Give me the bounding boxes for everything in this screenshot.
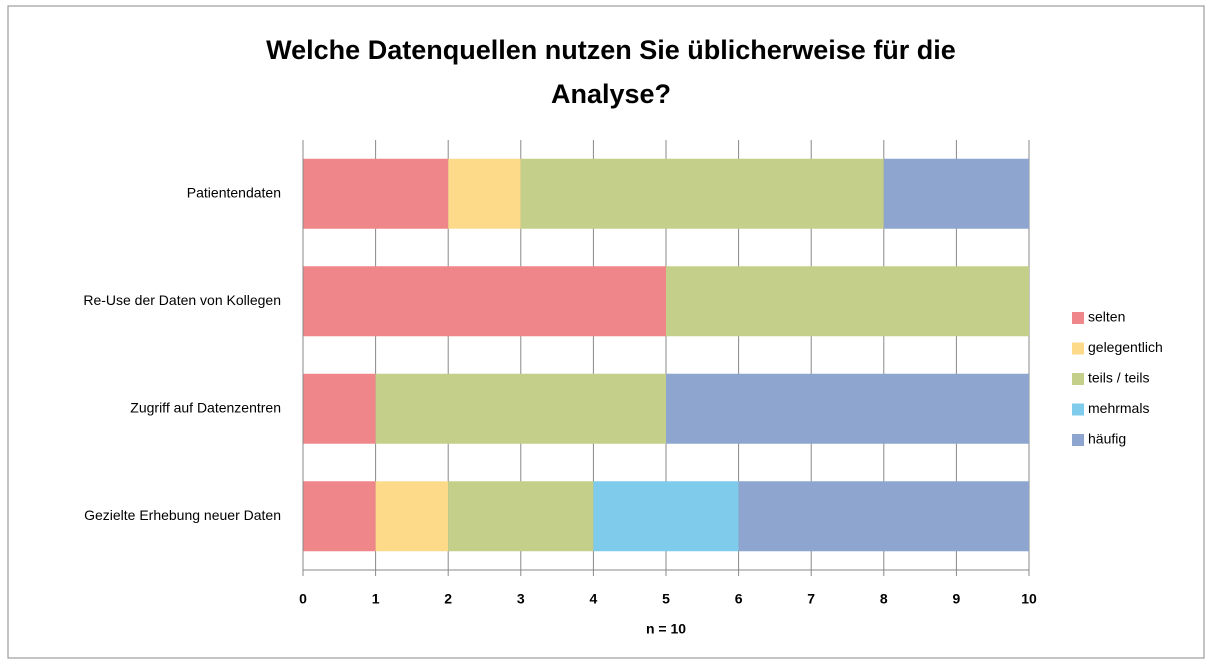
bar-segment bbox=[883, 158, 1029, 229]
x-tick-label: 0 bbox=[299, 591, 307, 607]
legend-label: häufig bbox=[1088, 431, 1126, 447]
bar-segment bbox=[375, 481, 449, 552]
x-tick-label: 10 bbox=[1021, 591, 1037, 607]
legend-label: teils / teils bbox=[1088, 370, 1149, 386]
legend-label: mehrmals bbox=[1088, 400, 1149, 416]
x-tick-label: 8 bbox=[880, 591, 888, 607]
bar-segment bbox=[666, 373, 1029, 444]
chart-title: Analyse? bbox=[551, 79, 671, 109]
x-tick-label: 2 bbox=[444, 591, 452, 607]
bar-segment bbox=[303, 266, 666, 337]
bar-segment bbox=[448, 481, 594, 552]
bar-segment bbox=[448, 158, 521, 229]
x-tick-label: 5 bbox=[662, 591, 670, 607]
bar-segment bbox=[666, 266, 1029, 337]
y-tick-label: Zugriff auf Datenzentren bbox=[130, 399, 281, 415]
legend-swatch bbox=[1072, 373, 1084, 385]
bar-segment bbox=[738, 481, 1029, 552]
y-tick-label: Re-Use der Daten von Kollegen bbox=[83, 292, 281, 308]
x-tick-label: 4 bbox=[590, 591, 598, 607]
bar-segment bbox=[375, 373, 666, 444]
x-axis-label: n = 10 bbox=[646, 621, 686, 637]
legend-swatch bbox=[1072, 342, 1084, 355]
bar-segment bbox=[303, 373, 376, 444]
bar-segment bbox=[520, 158, 884, 229]
chart-title: Welche Datenquellen nutzen Sie üblicherw… bbox=[266, 35, 956, 65]
legend-swatch bbox=[1072, 434, 1084, 446]
bar-segment bbox=[303, 481, 376, 552]
legend-swatch bbox=[1072, 403, 1084, 416]
legend-label: selten bbox=[1088, 309, 1125, 325]
bar-segment bbox=[593, 481, 739, 552]
x-tick-label: 9 bbox=[953, 591, 961, 607]
x-tick-label: 7 bbox=[807, 591, 815, 607]
y-tick-label: Patientendaten bbox=[187, 184, 281, 200]
legend-label: gelegentlich bbox=[1088, 339, 1163, 355]
x-tick-label: 1 bbox=[372, 591, 380, 607]
x-tick-label: 6 bbox=[735, 591, 743, 607]
bar-segment bbox=[303, 158, 449, 229]
x-tick-label: 3 bbox=[517, 591, 525, 607]
legend-swatch bbox=[1072, 312, 1084, 324]
y-tick-label: Gezielte Erhebung neuer Daten bbox=[84, 507, 281, 523]
